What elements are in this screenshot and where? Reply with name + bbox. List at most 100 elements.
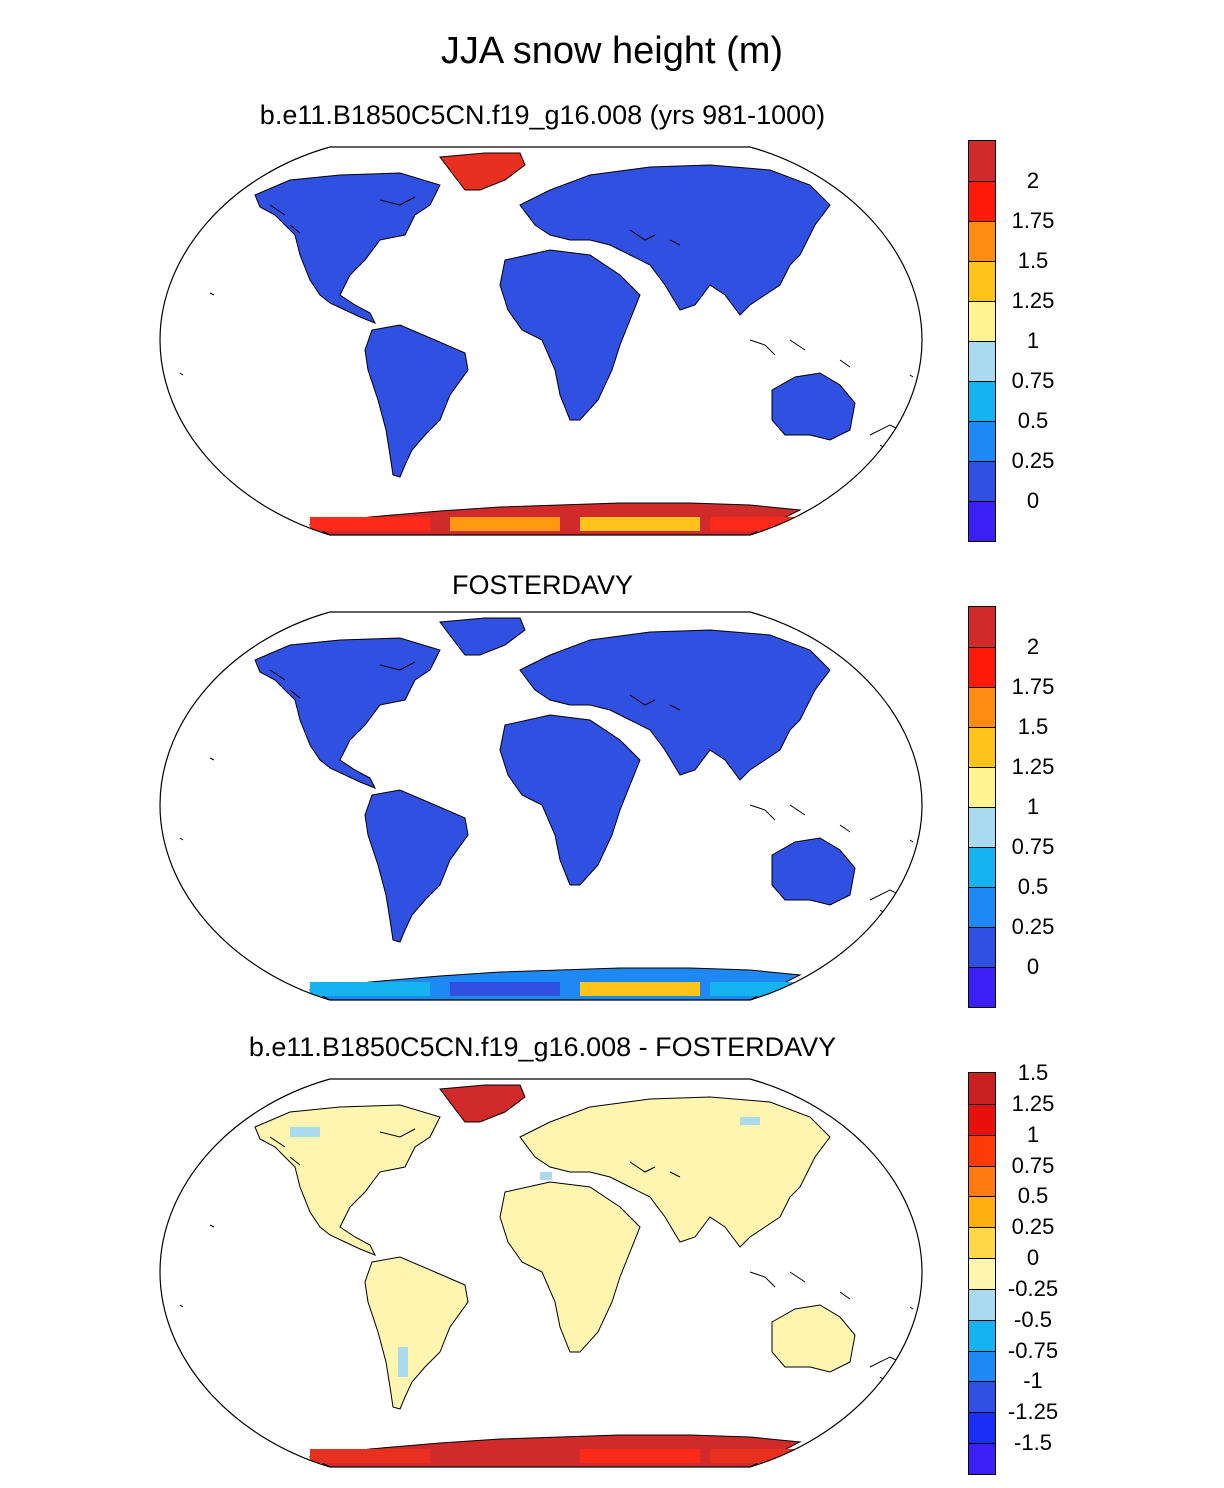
- colorbar-tick-label: 1.75: [1011, 674, 1055, 699]
- antarctica-band: [580, 1449, 700, 1463]
- landmass-eurasia: [519, 1096, 831, 1248]
- landmass-southAmerica: [364, 324, 469, 478]
- colorbar-tick-label: 1.5: [1017, 248, 1049, 273]
- coastline: [179, 1224, 914, 1310]
- colorbar-tick-label: 0.5: [1017, 874, 1049, 899]
- colorbar-swatch: [969, 461, 995, 501]
- colorbar-tick-label: 1.5: [1017, 1060, 1049, 1085]
- map-border: [159, 611, 923, 1001]
- coastline: [629, 1161, 681, 1178]
- coastline: [179, 292, 914, 378]
- colorbar-tick-label: 1: [1026, 1121, 1040, 1147]
- colorbar-swatch: [969, 1258, 995, 1289]
- colorbar-swatch: [969, 301, 995, 341]
- antarctica-band: [580, 517, 700, 531]
- colorbar-tick-label: 0.25: [1011, 448, 1055, 473]
- antarctica-band: [310, 982, 430, 996]
- colorbar-tick-label: 2: [1026, 168, 1040, 193]
- colorbar-swatch: [969, 687, 995, 727]
- antarctica-band: [310, 517, 430, 531]
- colorbar-tick-label: 1.25: [1011, 754, 1055, 779]
- colorbar-tick-label: 1.25: [1011, 288, 1055, 313]
- colorbar-swatch: [969, 501, 995, 541]
- coastline: [749, 804, 851, 833]
- coastline: [269, 661, 416, 699]
- antarctica-band: [710, 1449, 800, 1463]
- colorbar-swatch: [969, 1381, 995, 1413]
- colorbar-swatch: [969, 1196, 995, 1228]
- antarctica-band: [710, 982, 800, 996]
- antarctica-band: [450, 517, 560, 531]
- antarctica-band: [310, 1449, 430, 1463]
- coastline: [629, 229, 681, 246]
- negative-anomaly-patch: [290, 1127, 320, 1137]
- colorbar-swatch: [969, 1073, 995, 1104]
- landmass-northAmerica: [254, 1104, 441, 1256]
- landmass-greenland: [439, 152, 526, 191]
- landmass-australia: [771, 1304, 856, 1373]
- colorbar-swatch: [969, 181, 995, 221]
- colorbar-swatch: [969, 261, 995, 301]
- colorbar-swatch: [969, 381, 995, 421]
- figure-title: JJA snow height (m): [440, 30, 784, 72]
- coastline: [749, 339, 851, 368]
- colorbar-tick-label: 1: [1026, 328, 1040, 353]
- antarctica-band: [450, 982, 560, 996]
- colorbar-swatch: [969, 647, 995, 687]
- colorbar-tick-label: 0.75: [1011, 1152, 1055, 1178]
- landmass-africa: [499, 249, 641, 421]
- colorbar-swatch: [969, 887, 995, 927]
- landmass-southAmerica: [364, 1256, 469, 1410]
- map-border: [159, 1078, 923, 1468]
- landmass-southAmerica: [364, 789, 469, 943]
- coastline: [269, 1128, 416, 1166]
- negative-anomaly-patch: [398, 1347, 408, 1377]
- colorbar-swatch: [969, 341, 995, 381]
- colorbar-tick-label: 0.5: [1017, 408, 1049, 433]
- colorbar-swatch: [969, 1227, 995, 1259]
- colorbar-swatch: [969, 967, 995, 1007]
- landmass-northAmerica: [254, 637, 441, 789]
- colorbar-tick-label: -0.75: [1007, 1337, 1059, 1363]
- colorbar-swatch: [969, 607, 995, 647]
- colorbar-swatch: [969, 1412, 995, 1444]
- negative-anomaly-patch: [740, 1117, 760, 1125]
- colorbar-swatch: [969, 807, 995, 847]
- colorbar-obs: [968, 606, 996, 1008]
- colorbar-swatch: [969, 1134, 995, 1166]
- colorbar-tick-label: 1.5: [1017, 714, 1049, 739]
- landmass-australia: [771, 837, 856, 906]
- panel-title-model: b.e11.B1850C5CN.f19_g16.008 (yrs 981-100…: [259, 100, 826, 130]
- colorbar-swatch: [969, 1288, 995, 1320]
- landmass-australia: [771, 372, 856, 441]
- map-model: [159, 146, 923, 536]
- colorbar-tick-label: -0.25: [1007, 1275, 1059, 1301]
- colorbar-swatch: [969, 1165, 995, 1197]
- colorbar-swatch: [969, 1443, 995, 1474]
- colorbar-tick-label: 0.25: [1011, 914, 1055, 939]
- landmass-eurasia: [519, 629, 831, 781]
- colorbar-diff: [968, 1072, 996, 1475]
- colorbar-tick-label: 0.5: [1017, 1183, 1049, 1209]
- colorbar-swatch: [969, 927, 995, 967]
- antarctica-band: [580, 982, 700, 996]
- colorbar-tick-label: 0: [1026, 954, 1040, 979]
- colorbar-tick-label: 1.75: [1011, 208, 1055, 233]
- colorbar-swatch: [969, 727, 995, 767]
- antarctica-band: [710, 517, 800, 531]
- colorbar-tick-label: 1.25: [1011, 1090, 1055, 1116]
- colorbar-tick-label: 0.75: [1011, 834, 1055, 859]
- colorbar-tick-label: 0.25: [1011, 1214, 1055, 1240]
- landmass-greenland: [439, 1084, 526, 1123]
- colorbar-swatch: [969, 421, 995, 461]
- colorbar-tick-label: 1: [1026, 794, 1040, 819]
- colorbar-tick-label: -0.5: [1014, 1306, 1052, 1332]
- coastline: [179, 757, 914, 843]
- coastline: [269, 196, 416, 234]
- colorbar-swatch: [969, 847, 995, 887]
- coastline: [629, 694, 681, 711]
- colorbar-swatch: [969, 141, 995, 181]
- panel-title-obs: FOSTERDAVY: [451, 570, 634, 600]
- colorbar-swatch: [969, 1319, 995, 1351]
- landmass-africa: [499, 714, 641, 886]
